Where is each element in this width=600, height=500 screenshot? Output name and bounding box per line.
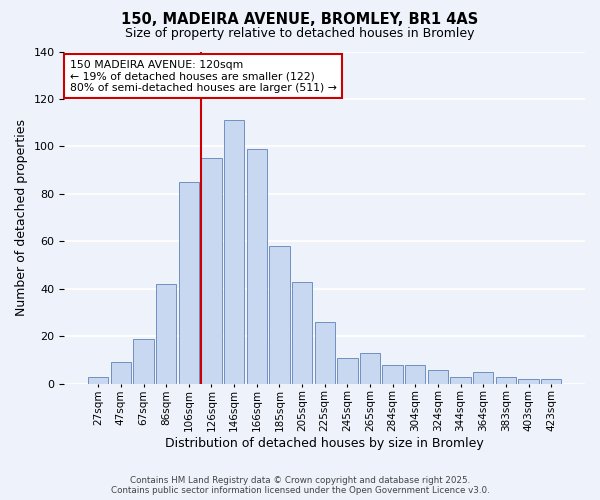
Bar [111, 362, 131, 384]
Bar [382, 365, 403, 384]
X-axis label: Distribution of detached houses by size in Bromley: Distribution of detached houses by size … [166, 437, 484, 450]
Bar [360, 353, 380, 384]
Bar [247, 149, 267, 384]
Y-axis label: Number of detached properties: Number of detached properties [15, 119, 28, 316]
Bar [88, 376, 109, 384]
Bar [473, 372, 493, 384]
Bar [428, 370, 448, 384]
Bar [518, 379, 539, 384]
Bar [496, 376, 516, 384]
Bar [179, 182, 199, 384]
Bar [541, 379, 562, 384]
Bar [201, 158, 221, 384]
Text: Contains HM Land Registry data © Crown copyright and database right 2025.
Contai: Contains HM Land Registry data © Crown c… [110, 476, 490, 495]
Text: Size of property relative to detached houses in Bromley: Size of property relative to detached ho… [125, 28, 475, 40]
Text: 150 MADEIRA AVENUE: 120sqm
← 19% of detached houses are smaller (122)
80% of sem: 150 MADEIRA AVENUE: 120sqm ← 19% of deta… [70, 60, 337, 93]
Bar [337, 358, 358, 384]
Bar [451, 376, 471, 384]
Bar [405, 365, 425, 384]
Bar [224, 120, 244, 384]
Bar [314, 322, 335, 384]
Bar [133, 338, 154, 384]
Bar [156, 284, 176, 384]
Bar [269, 246, 290, 384]
Bar [292, 282, 312, 384]
Text: 150, MADEIRA AVENUE, BROMLEY, BR1 4AS: 150, MADEIRA AVENUE, BROMLEY, BR1 4AS [121, 12, 479, 28]
